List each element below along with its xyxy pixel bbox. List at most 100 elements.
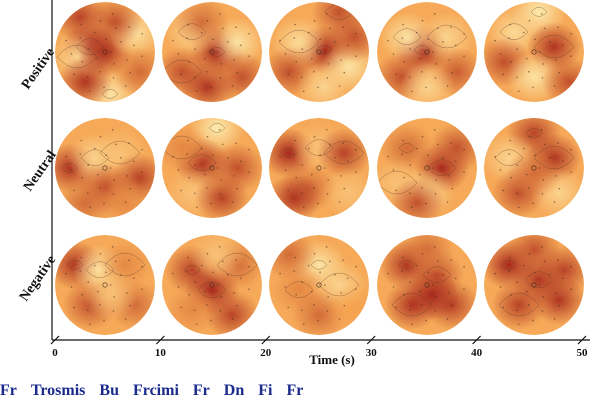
electrode-marker [527,304,530,306]
electrode-marker [522,264,525,267]
electrode-marker [180,306,182,309]
contour-line [391,292,433,317]
electrode-marker [206,252,209,255]
electrode-marker [218,246,221,248]
electrode-marker [307,31,310,34]
electrode-marker [195,206,198,209]
electrode-marker [516,281,519,283]
electrode-marker [99,135,102,138]
contour-line [56,44,98,69]
electrode-marker [323,51,326,53]
activation-spot [399,235,455,275]
electrode-marker [128,26,130,29]
electrode-marker [557,26,559,29]
activation-spot [269,235,317,280]
electrode-marker [508,270,511,272]
activation-spot [97,178,153,218]
electrode-marker [103,202,105,205]
electrode-marker [172,39,174,42]
electrode-marker [454,44,457,47]
electrode-marker [499,286,502,288]
electrode-marker [310,57,313,60]
electrode-marker [81,293,84,296]
electrode-marker [435,63,437,65]
electrode-marker [420,71,423,73]
electrode-marker [527,71,530,73]
electrode-marker [294,256,296,259]
scalp-map-negative-4 [377,235,477,335]
contour-line [183,264,201,275]
contour-line [398,259,416,270]
caption-word: Bu [99,382,119,399]
electrode-marker [534,154,536,157]
electrode-marker [128,259,130,262]
activation-spot [506,148,562,198]
electrode-marker [218,129,221,131]
electrode-marker [317,86,319,89]
electrode-marker [409,281,412,283]
electrode-marker [395,189,397,192]
electrode-marker [415,31,418,34]
electrode-marker [233,59,235,61]
electrode-marker [338,318,341,320]
electrode-marker [418,290,421,293]
electrode-marker [177,53,180,55]
electrode-marker [300,76,303,79]
activation-spot [326,12,369,62]
electrode-marker [421,135,424,138]
electrode-marker [421,19,424,22]
electrode-marker [442,157,444,159]
electrode-marker [86,192,89,195]
electrode-marker [120,274,122,276]
electrode-marker [327,296,329,298]
electrode-marker [319,154,321,157]
electrode-marker [126,59,128,61]
electrode-marker [509,139,511,142]
electrode-marker [515,309,518,312]
electrode-marker [141,171,143,174]
electrode-marker [425,319,427,322]
electrode-marker [302,90,305,93]
contour-line [310,259,328,270]
electrode-marker [194,281,197,283]
electrode-marker [538,284,541,286]
x-tick-mark-50 [577,335,587,345]
electrode-marker [86,76,89,79]
electrode-marker [532,319,534,322]
electrode-marker [340,292,342,294]
electrode-marker [177,286,180,288]
electrode-marker [542,179,544,181]
electrode-marker [172,155,174,158]
electrode-marker [248,288,250,291]
electrode-marker [558,187,561,190]
electrode-marker [553,85,556,87]
electrode-marker [408,309,411,312]
electrode-marker [549,274,551,276]
electrode-marker [65,155,67,158]
scalp-map-neutral-1 [55,118,155,218]
electrode-marker [525,290,528,293]
x-tick-mark-20 [261,335,271,345]
electrode-marker [210,319,212,322]
electrode-marker [433,13,436,15]
electrode-marker [307,147,310,150]
electrode-marker [186,270,189,272]
electrode-marker [437,27,439,30]
electrode-marker [124,318,127,320]
electrode-marker [313,252,316,255]
electrode-marker [126,175,128,177]
electrode-marker [342,259,344,262]
electrode-marker [392,286,395,288]
contour-line [66,259,84,270]
electrode-marker [463,148,465,151]
electrode-marker [516,164,519,166]
contour-line [318,272,360,297]
electrode-marker [541,193,544,195]
contour-line [524,271,554,288]
electrode-marker [115,260,117,263]
electrode-marker [544,27,546,30]
electrode-marker [227,274,229,276]
electrode-marker [342,142,344,145]
electrode-marker [434,193,437,195]
electrode-marker [450,26,452,29]
